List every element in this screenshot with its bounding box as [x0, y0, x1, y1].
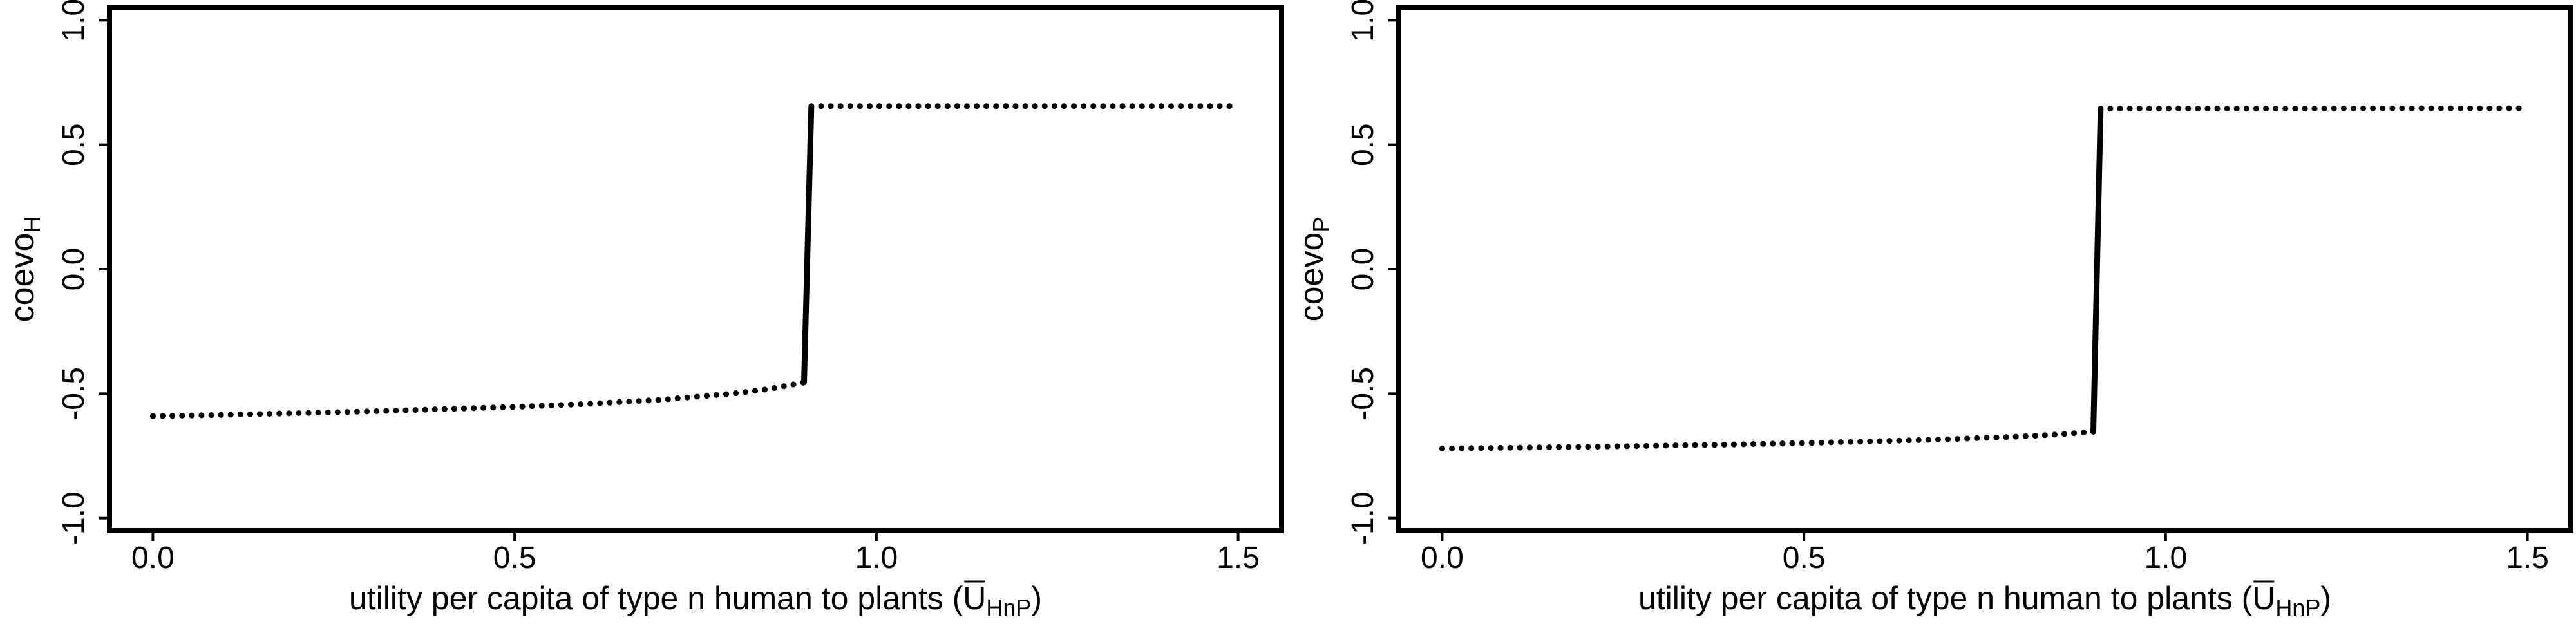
chart-panel-1: 0.0 0.5 1.0 1.5 -1.0 -0.5 0.0 0.5 1.0 utility per… [4, 0, 1284, 621]
y-tick-label: 0.0 [1346, 248, 1380, 291]
x-tick-label: 1.5 [2506, 541, 2549, 575]
x-axis-title: utility per capita of type n human to pl… [1638, 580, 2331, 621]
y-tick-label: -0.5 [1346, 367, 1380, 421]
plot-frame [1396, 5, 2573, 533]
y-tick-label: 0.5 [57, 123, 91, 166]
x-tick-label: 0.5 [493, 541, 536, 575]
y-axis-title-subscript: H [19, 216, 45, 233]
x-tick-label: 0.0 [1421, 541, 1464, 575]
y-axis-title: coevoH [4, 216, 45, 323]
plot-frame [107, 5, 1284, 533]
x-tick-label: 1.0 [2144, 541, 2187, 575]
series-line-2 [2090, 107, 2104, 435]
x-axis-title-main: utility per capita of type n human to pl… [1638, 580, 2275, 616]
y-tick-label: 1.0 [1346, 0, 1380, 42]
x-tick-label: 0.0 [131, 541, 175, 575]
series-line-1 [1439, 429, 2096, 451]
y-axis-title-subscript: P [1308, 217, 1334, 232]
y-tick-label: 1.0 [57, 0, 91, 42]
chart-panel-2: 0.0 0.5 1.0 1.5 -1.0 -0.5 0.0 0.5 1.0 utility per… [1293, 0, 2573, 621]
x-axis-title-close: ) [1031, 580, 1042, 616]
x-tick-label: 0.5 [1783, 541, 1826, 575]
y-tick-label: -0.5 [57, 367, 91, 421]
x-axis-title: utility per capita of type n human to pl… [349, 580, 1042, 621]
x-axis-title-main: utility per capita of type n human to pl… [349, 580, 986, 616]
y-tick-label: 0.0 [57, 248, 91, 291]
y-axis-title-main: coevo [4, 233, 41, 323]
x-axis-title-subscript: HnP [986, 594, 1031, 621]
x-tick-label: 1.0 [855, 541, 898, 575]
series-line-1 [149, 379, 807, 419]
y-tick-label: -1.0 [57, 491, 91, 545]
y-axis-title: coevoP [1293, 217, 1334, 322]
y-tick-label: 0.5 [1346, 123, 1380, 166]
x-tick-label: 1.5 [1217, 541, 1260, 575]
y-tick-label: -1.0 [1346, 491, 1380, 545]
x-axis-title-subscript: HnP [2275, 594, 2320, 621]
series-line-2 [801, 104, 815, 386]
y-axis-title-main: coevo [1293, 232, 1331, 322]
x-axis-title-close: ) [2320, 580, 2331, 616]
